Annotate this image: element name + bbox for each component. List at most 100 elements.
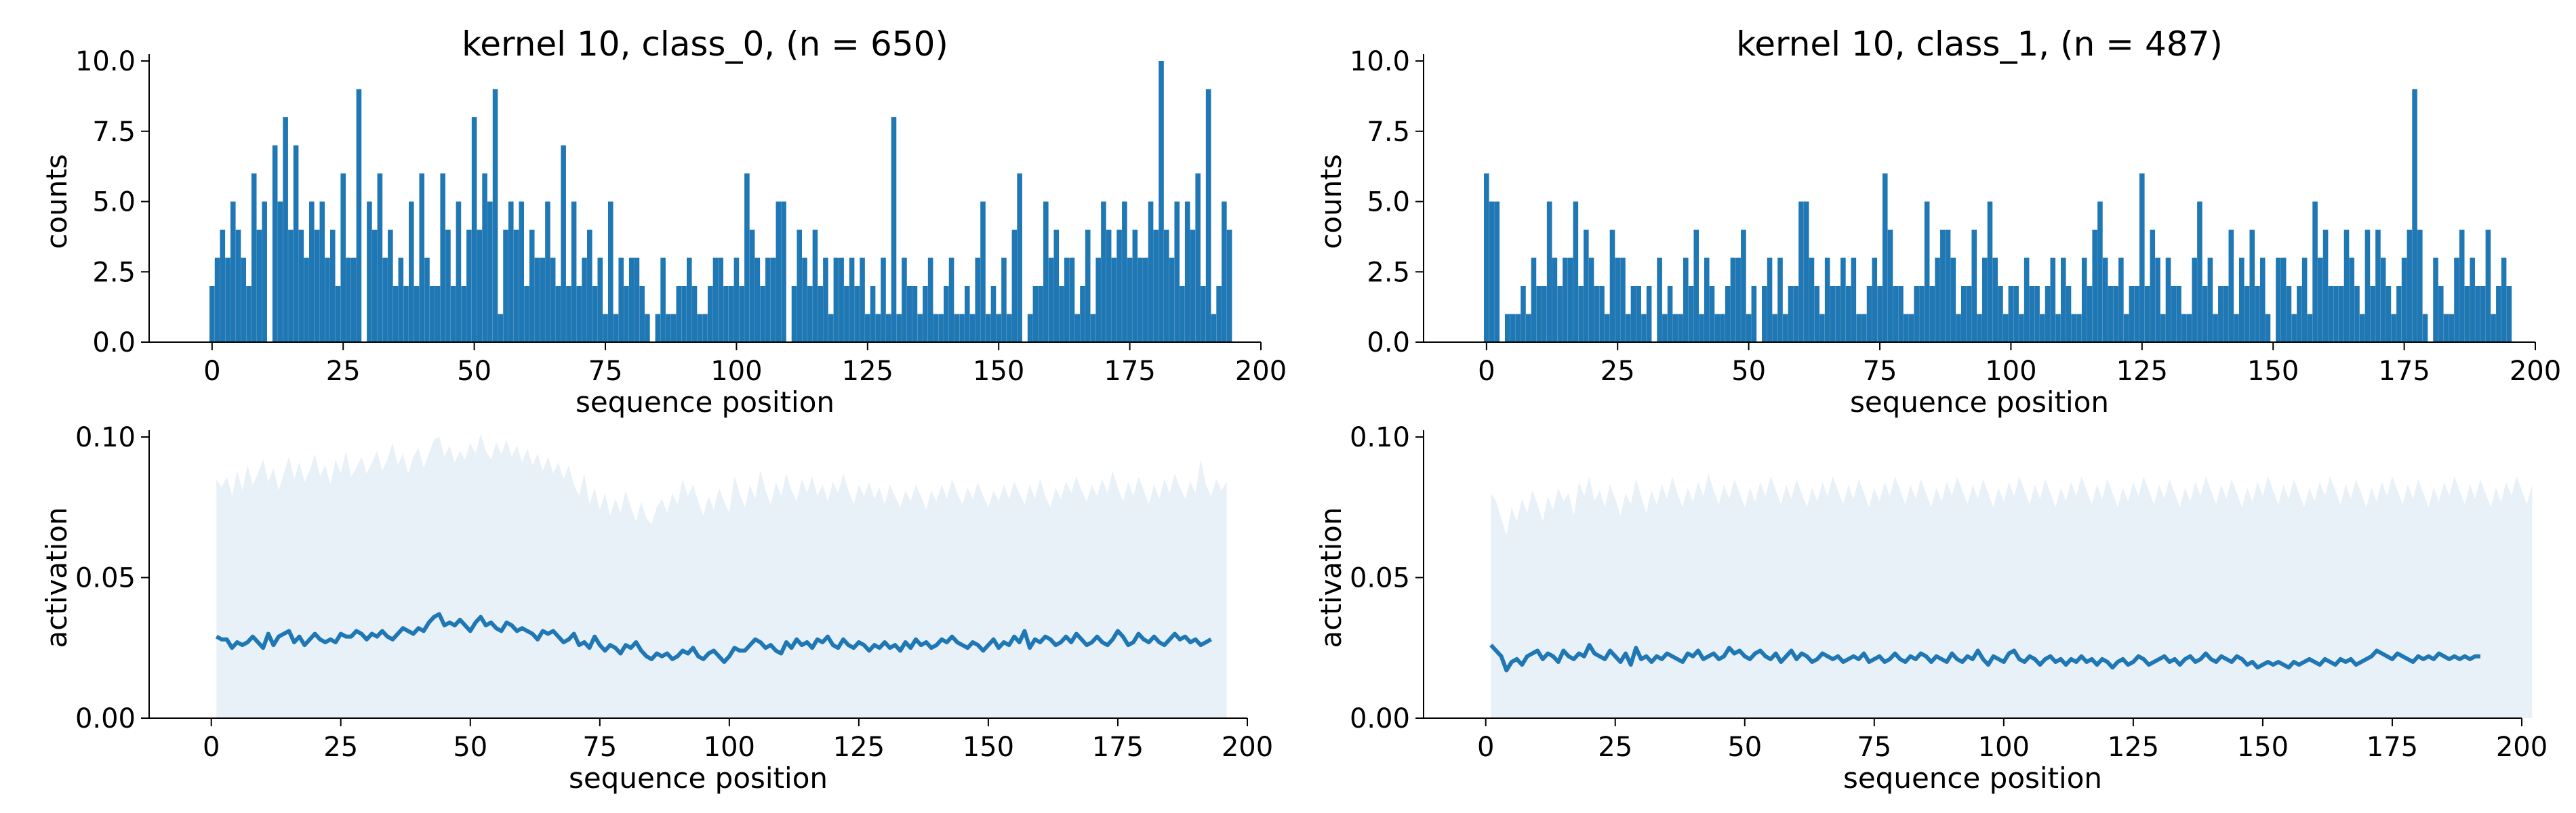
bar: [1095, 257, 1101, 342]
bar: [2123, 314, 2129, 342]
y-tick-label: 0.10: [1350, 422, 1410, 453]
bar: [1489, 201, 1495, 342]
bar: [283, 117, 288, 342]
bar: [1935, 257, 1940, 342]
x-tick-label: 100: [1978, 732, 2030, 763]
y-axis-label: activation: [40, 507, 73, 648]
bar: [2118, 257, 2124, 342]
y-tick-label: 0.0: [1367, 327, 1410, 358]
bar: [2055, 314, 2061, 342]
bar: [739, 286, 744, 342]
bar: [765, 257, 771, 342]
bar: [1510, 314, 1516, 342]
x-tick-label: 50: [1727, 732, 1762, 763]
bar: [718, 257, 723, 342]
bar: [2401, 257, 2407, 342]
bar: [1725, 286, 1731, 342]
bar: [917, 314, 923, 342]
bar: [1919, 286, 1925, 342]
bar: [2380, 257, 2386, 342]
bar: [628, 257, 635, 342]
x-tick-label: 125: [2116, 356, 2168, 387]
bar: [529, 230, 535, 342]
bar: [1693, 230, 1699, 342]
bar: [403, 286, 409, 342]
bar: [277, 201, 283, 342]
bar: [660, 257, 666, 342]
bar: [209, 286, 215, 342]
activation-plot-class-0: 0 25 50 75 100 125 150 175 200 0.00 0.05 0.10 sequen…: [40, 422, 1273, 795]
bar: [1006, 314, 1012, 342]
bar: [235, 230, 241, 342]
bar: [2087, 286, 2093, 342]
y-tick-label: 10.0: [1350, 46, 1410, 77]
bar: [1866, 286, 1872, 342]
bar: [309, 201, 315, 342]
bar: [2386, 286, 2392, 342]
bar: [634, 257, 640, 342]
x-tick-label: 150: [2237, 732, 2289, 763]
bar: [450, 286, 456, 342]
bar: [1667, 286, 1673, 342]
bar: [2491, 314, 2496, 342]
bar: [1646, 286, 1652, 342]
bar: [607, 201, 613, 342]
bar: [839, 257, 844, 342]
bar: [676, 286, 682, 342]
bar: [382, 257, 388, 342]
bar: [340, 173, 346, 342]
bar: [2259, 257, 2266, 342]
x-tick-label: 50: [1731, 356, 1766, 387]
bar: [613, 314, 619, 342]
bar: [1043, 201, 1049, 342]
bar: [1615, 257, 1621, 342]
bar: [697, 314, 703, 342]
bar: [990, 286, 997, 342]
bar: [1657, 257, 1662, 342]
bar: [912, 286, 918, 342]
bar: [2265, 314, 2271, 342]
bar: [1080, 286, 1085, 342]
bar: [2108, 286, 2114, 342]
bar: [1641, 314, 1647, 342]
bar: [325, 257, 330, 342]
bar: [906, 286, 912, 342]
bar: [1205, 89, 1211, 342]
bar: [969, 314, 975, 342]
x-tick-label: 150: [2247, 356, 2299, 387]
bar: [1106, 230, 1112, 342]
bar: [471, 117, 477, 342]
bar: [1956, 314, 1961, 342]
bar: [487, 201, 493, 342]
x-axis-label: sequence position: [576, 385, 834, 419]
bar: [1174, 201, 1180, 342]
x-tick-label: 25: [323, 732, 358, 763]
bar: [262, 201, 267, 342]
bar: [1101, 201, 1106, 342]
bar: [1620, 257, 1626, 342]
bar: [534, 257, 540, 342]
x-tick-label: 50: [457, 356, 491, 387]
bar: [2234, 314, 2239, 342]
x-tick-label: 75: [588, 356, 623, 387]
bar: [371, 230, 378, 342]
bar: [618, 257, 624, 342]
bar: [2186, 314, 2192, 342]
bar: [1845, 286, 1851, 342]
bar: [1604, 314, 1610, 342]
bar: [1625, 314, 1631, 342]
bar: [388, 230, 393, 342]
bar: [1966, 286, 1972, 342]
bar: [576, 286, 582, 342]
bar: [288, 230, 294, 342]
bar: [1981, 257, 1988, 342]
bar: [1824, 257, 1830, 342]
bar: [975, 257, 981, 342]
bar: [597, 257, 603, 342]
bar: [592, 286, 598, 342]
bar: [933, 314, 939, 342]
chart-title: kernel 10, class_0, (n = 650): [462, 24, 948, 64]
bar: [1001, 257, 1007, 342]
bar: [2449, 314, 2455, 342]
bar: [1856, 314, 1861, 342]
